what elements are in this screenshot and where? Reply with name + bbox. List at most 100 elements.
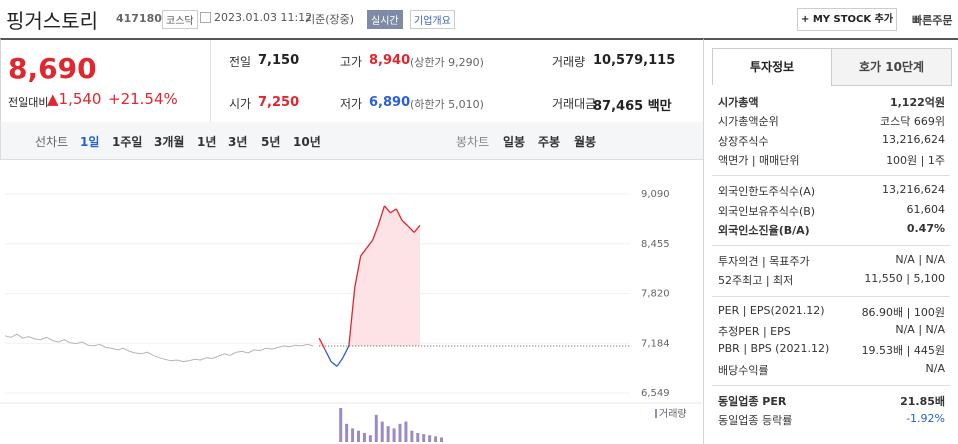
summary-value: 7,150 — [258, 53, 300, 68]
invest-label: PBR | BPS (2021.12) — [718, 342, 830, 356]
invest-tab[interactable]: 호가 10단계 — [831, 48, 952, 86]
summary-label: 시가 — [229, 97, 252, 111]
invest-panel — [703, 38, 958, 444]
invest-value: 코스닥 669위 — [880, 115, 945, 129]
summary-value: 87,465 백만 — [593, 99, 672, 114]
volume-bar — [351, 428, 355, 442]
price-segment — [395, 208, 403, 221]
candle-period-tab[interactable]: 주봉 — [538, 135, 561, 149]
invest-label: 시가총액 — [718, 96, 759, 109]
invest-label: 52주최고 | 최저 — [718, 274, 794, 288]
invest-label: 외국인한도주식수(A) — [718, 185, 816, 199]
invest-value: -1.92% — [906, 412, 945, 426]
candle-period-tab[interactable]: 일봉 — [503, 135, 526, 149]
invest-value: 61,604 — [906, 202, 946, 216]
current-price: 8,690 — [8, 52, 97, 85]
summary-extra: (하한가 5,010) — [410, 98, 484, 111]
volume-bar — [398, 423, 402, 442]
mystock-button[interactable]: + MY STOCK 추가 — [797, 8, 897, 31]
period-tab[interactable]: 10년 — [293, 135, 321, 149]
period-tab[interactable]: 5년 — [261, 135, 281, 149]
summary-value: 6,890 — [369, 95, 411, 110]
period-tab[interactable]: 3년 — [228, 135, 248, 149]
price-segment — [342, 345, 350, 358]
stock-code: 417180 — [116, 12, 162, 25]
invest-label: PER | EPS(2021.12) — [718, 303, 825, 317]
invest-value: 21.85배 — [900, 394, 945, 408]
volume-bar — [380, 421, 384, 442]
group-divider — [712, 245, 950, 247]
price-segment — [330, 361, 338, 367]
overview-dropdown[interactable]: 기업개요 — [410, 10, 455, 29]
volume-bar — [386, 426, 390, 442]
volume-bar — [410, 430, 414, 442]
y-tick-label: 8,455 — [641, 239, 670, 250]
y-tick-label: 7,820 — [641, 288, 670, 299]
volume-legend-swatch — [655, 409, 657, 418]
volume-bar — [357, 430, 360, 442]
group-divider — [712, 384, 950, 386]
period-tab[interactable]: 3개월 — [154, 135, 185, 149]
basis: 기준(장중) — [305, 13, 355, 26]
volume-bar — [404, 421, 408, 442]
volume-legend: 거래량 — [659, 408, 687, 420]
volume-bar — [339, 408, 343, 442]
price-segment — [407, 225, 415, 233]
volume-bar — [374, 414, 378, 442]
invest-tab[interactable]: 투자정보 — [712, 48, 832, 85]
price-segment — [389, 208, 397, 214]
price-segment — [383, 205, 391, 214]
price-segment — [401, 220, 409, 227]
line-chart-tab[interactable]: 선차트 — [35, 135, 69, 149]
summary-label: 거래량 — [552, 55, 586, 69]
invest-value: 13,216,624 — [882, 183, 945, 197]
price-segment — [360, 247, 368, 257]
invest-label: 동일업종 PER — [718, 394, 787, 408]
calendar-icon — [200, 12, 211, 23]
invest-value: 0.47% — [906, 221, 945, 235]
divider — [210, 40, 211, 122]
area-fill — [319, 205, 420, 346]
price-segment — [371, 224, 380, 241]
volume-bar — [392, 428, 396, 442]
price-chart: 9,090 8,455 7,820 7,184 6,549 거래량 — [0, 189, 702, 442]
invest-value: N/A | N/A — [895, 323, 945, 336]
invest-value: 11,550 | 5,100 — [864, 272, 945, 286]
summary-label: 고가 — [340, 55, 363, 69]
quick-order[interactable]: 빠른주문 — [912, 14, 953, 27]
invest-value: N/A | N/A — [895, 253, 945, 267]
invest-value: N/A — [925, 361, 945, 375]
period-tab[interactable]: 1년 — [197, 135, 217, 149]
price-segment — [324, 349, 332, 362]
invest-label: 추정PER | EPS — [718, 325, 791, 338]
price-segment — [377, 205, 386, 225]
summary-value: 7,250 — [258, 95, 300, 110]
invest-label: 액면가 | 매매단위 — [718, 153, 800, 167]
price-segment — [348, 287, 356, 347]
summary-label: 전일 — [229, 55, 252, 69]
volume-bar — [416, 432, 420, 442]
change-label: 전일대비 — [8, 96, 49, 109]
group-divider — [712, 295, 950, 297]
y-tick-label: 7,184 — [641, 338, 670, 349]
volume-bar — [440, 437, 443, 442]
price-segment — [336, 357, 344, 367]
change-pct: +21.54% — [108, 90, 178, 108]
candle-chart-tab[interactable]: 봉차트 — [456, 135, 490, 149]
price-segment — [354, 255, 362, 288]
volume-bar — [368, 435, 372, 442]
summary-label: 저가 — [340, 97, 363, 111]
invest-value: 19.53배 | 445원 — [861, 344, 945, 358]
period-tab[interactable]: 1주일 — [112, 135, 143, 149]
invest-label: 외국인보유주식수(B) — [718, 204, 816, 218]
candle-period-tab[interactable]: 월봉 — [574, 135, 597, 149]
group-divider — [712, 175, 950, 177]
invest-value: 86.90배 | 100원 — [861, 305, 945, 319]
invest-label: 외국인소진율(B/A) — [718, 223, 810, 237]
volume-bar — [428, 435, 432, 442]
volume-bar — [362, 432, 366, 442]
y-tick-label: 9,090 — [641, 189, 670, 200]
summary-value: 10,579,115 — [593, 53, 676, 68]
period-tab[interactable]: 1일 — [80, 135, 100, 149]
